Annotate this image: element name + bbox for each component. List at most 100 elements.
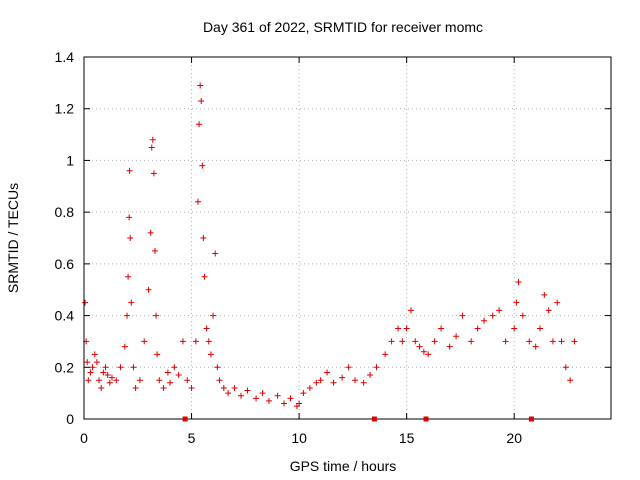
data-point	[210, 312, 217, 319]
data-point	[102, 364, 109, 371]
data-point	[274, 392, 281, 399]
data-point	[184, 377, 191, 384]
gap-marker	[182, 416, 188, 422]
data-point	[117, 364, 124, 371]
data-point	[571, 338, 578, 345]
data-point	[179, 338, 186, 345]
data-point	[199, 162, 206, 169]
data-point	[407, 307, 414, 314]
x-tick-label: 0	[80, 430, 88, 446]
data-point	[126, 214, 133, 221]
data-point	[128, 299, 135, 306]
data-point	[238, 392, 245, 399]
data-point	[287, 395, 294, 402]
data-point	[382, 351, 389, 358]
data-point	[453, 333, 460, 340]
data-point	[399, 338, 406, 345]
data-point	[403, 325, 410, 332]
data-point	[474, 325, 481, 332]
data-point	[216, 377, 223, 384]
chart-title: Day 361 of 2022, SRMTID for receiver mom…	[203, 19, 483, 35]
data-point	[231, 384, 238, 391]
data-point	[175, 372, 182, 379]
data-point	[324, 369, 331, 376]
data-point	[85, 377, 92, 384]
gap-marker	[528, 416, 534, 422]
data-point	[541, 291, 548, 298]
data-point	[481, 317, 488, 324]
y-tick-label: 0.2	[55, 359, 75, 375]
data-point	[96, 377, 103, 384]
data-point	[425, 351, 432, 358]
y-tick-label: 0.4	[55, 308, 75, 324]
x-tick-label: 10	[291, 430, 307, 446]
y-tick-label: 1.2	[55, 101, 75, 117]
plot-frame	[83, 56, 612, 420]
data-point	[84, 359, 91, 366]
data-point	[167, 379, 174, 386]
data-point	[125, 273, 132, 280]
data-point	[124, 312, 131, 319]
data-point	[554, 299, 561, 306]
data-point	[154, 351, 161, 358]
data-point	[549, 338, 556, 345]
data-point	[281, 400, 288, 407]
data-point	[106, 379, 113, 386]
data-point	[132, 384, 139, 391]
data-point	[145, 286, 152, 293]
data-point	[188, 384, 195, 391]
data-point	[126, 167, 133, 174]
x-tick-label: 15	[399, 430, 415, 446]
data-point	[93, 359, 100, 366]
data-point	[431, 338, 438, 345]
data-point	[108, 374, 115, 381]
data-point	[203, 325, 210, 332]
data-point	[515, 278, 522, 285]
data-point	[537, 325, 544, 332]
data-point	[150, 170, 157, 177]
data-point	[526, 338, 533, 345]
data-point	[141, 338, 148, 345]
data-point	[265, 397, 272, 404]
data-point	[98, 384, 105, 391]
data-point	[416, 343, 423, 350]
data-point	[373, 364, 380, 371]
data-point	[171, 364, 178, 371]
data-point	[317, 377, 324, 384]
data-point	[201, 273, 208, 280]
data-point	[313, 379, 320, 386]
data-point	[127, 235, 134, 241]
data-point	[197, 82, 204, 89]
data-point	[395, 325, 402, 332]
data-point	[513, 299, 520, 306]
data-point	[153, 312, 160, 319]
data-point	[502, 338, 509, 345]
data-point	[212, 250, 219, 257]
data-point	[130, 364, 137, 371]
x-tick-label: 5	[188, 430, 196, 446]
data-point	[207, 351, 214, 358]
data-point	[151, 247, 158, 254]
data-point	[214, 364, 221, 371]
data-points	[82, 82, 578, 410]
data-point	[225, 390, 232, 397]
data-point	[459, 312, 466, 319]
data-point	[339, 374, 346, 381]
data-point	[532, 343, 539, 350]
data-point	[149, 136, 156, 143]
gap-markers	[182, 416, 534, 422]
data-point	[562, 364, 569, 371]
data-point	[468, 338, 475, 345]
data-point	[192, 338, 199, 345]
y-tick-label: 0.6	[55, 256, 75, 272]
data-point	[200, 235, 207, 241]
data-point	[164, 369, 171, 376]
gap-marker	[423, 416, 429, 422]
y-tick-label: 0	[66, 411, 74, 427]
data-point	[220, 384, 227, 391]
data-point	[89, 364, 96, 371]
x-tick-label: 20	[506, 430, 522, 446]
data-point	[91, 351, 98, 358]
